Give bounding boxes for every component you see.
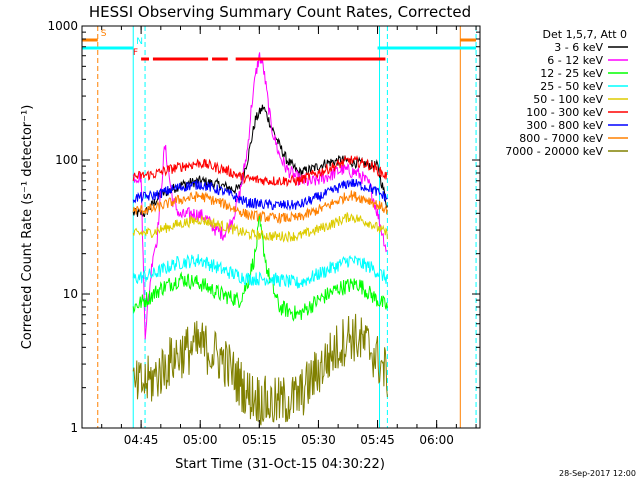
series-line [132,313,388,426]
x-axis: 04:45 05:00 05:15 05:30 05:45 06:00 [81,26,477,447]
chart-title: HESSI Observing Summary Count Rates, Cor… [89,3,471,21]
series-line [132,52,388,340]
x-tick-label: 05:00 [183,433,218,447]
x-tick-label: 06:00 [419,433,454,447]
y-tick-label: 100 [55,153,78,167]
series-line [132,215,388,322]
series-line [132,178,388,212]
legend-entry-label: 800 - 7000 keV [519,132,603,145]
x-tick-label: 05:15 [242,433,277,447]
y-tick-label: 1000 [47,19,78,33]
event-bar-label: S [101,29,107,39]
legend-entry-label: 50 - 100 keV [533,93,603,106]
legend-entry-label: 100 - 300 keV [526,106,603,119]
series-line [132,212,388,243]
legend-entry-label: 25 - 50 keV [540,80,603,93]
legend-header: Det 1,5,7, Att 0 [543,28,627,41]
legend-entry-label: 12 - 25 keV [540,67,603,80]
legend-entry-label: 6 - 12 keV [547,54,603,67]
series-line [132,254,388,289]
legend-entry-label: 300 - 800 keV [526,119,603,132]
event-bar-label: N [136,37,143,47]
x-axis-label: Start Time (31-Oct-15 04:30:22) [175,457,385,472]
y-axis-label: Corrected Count Rate (s⁻¹ detector⁻¹) [20,105,35,350]
y-tick-label: 10 [63,287,78,301]
x-tick-label: 05:30 [301,433,336,447]
event-bar-label: F [133,48,138,58]
series-line [132,190,388,225]
series-line [132,154,388,188]
plot-frame [81,25,481,429]
plot-area: S NF [82,26,477,428]
x-tick-label: 05:45 [360,433,395,447]
footer-date: 28-Sep-2017 12:00 [559,469,636,478]
y-axis: 1 10 100 1000 [47,19,480,435]
legend-entry-label: 3 - 6 keV [554,41,603,54]
legend-entry-label: 7000 - 20000 keV [505,145,603,158]
y-tick-label: 1 [70,421,78,435]
x-tick-label: 04:45 [124,433,159,447]
